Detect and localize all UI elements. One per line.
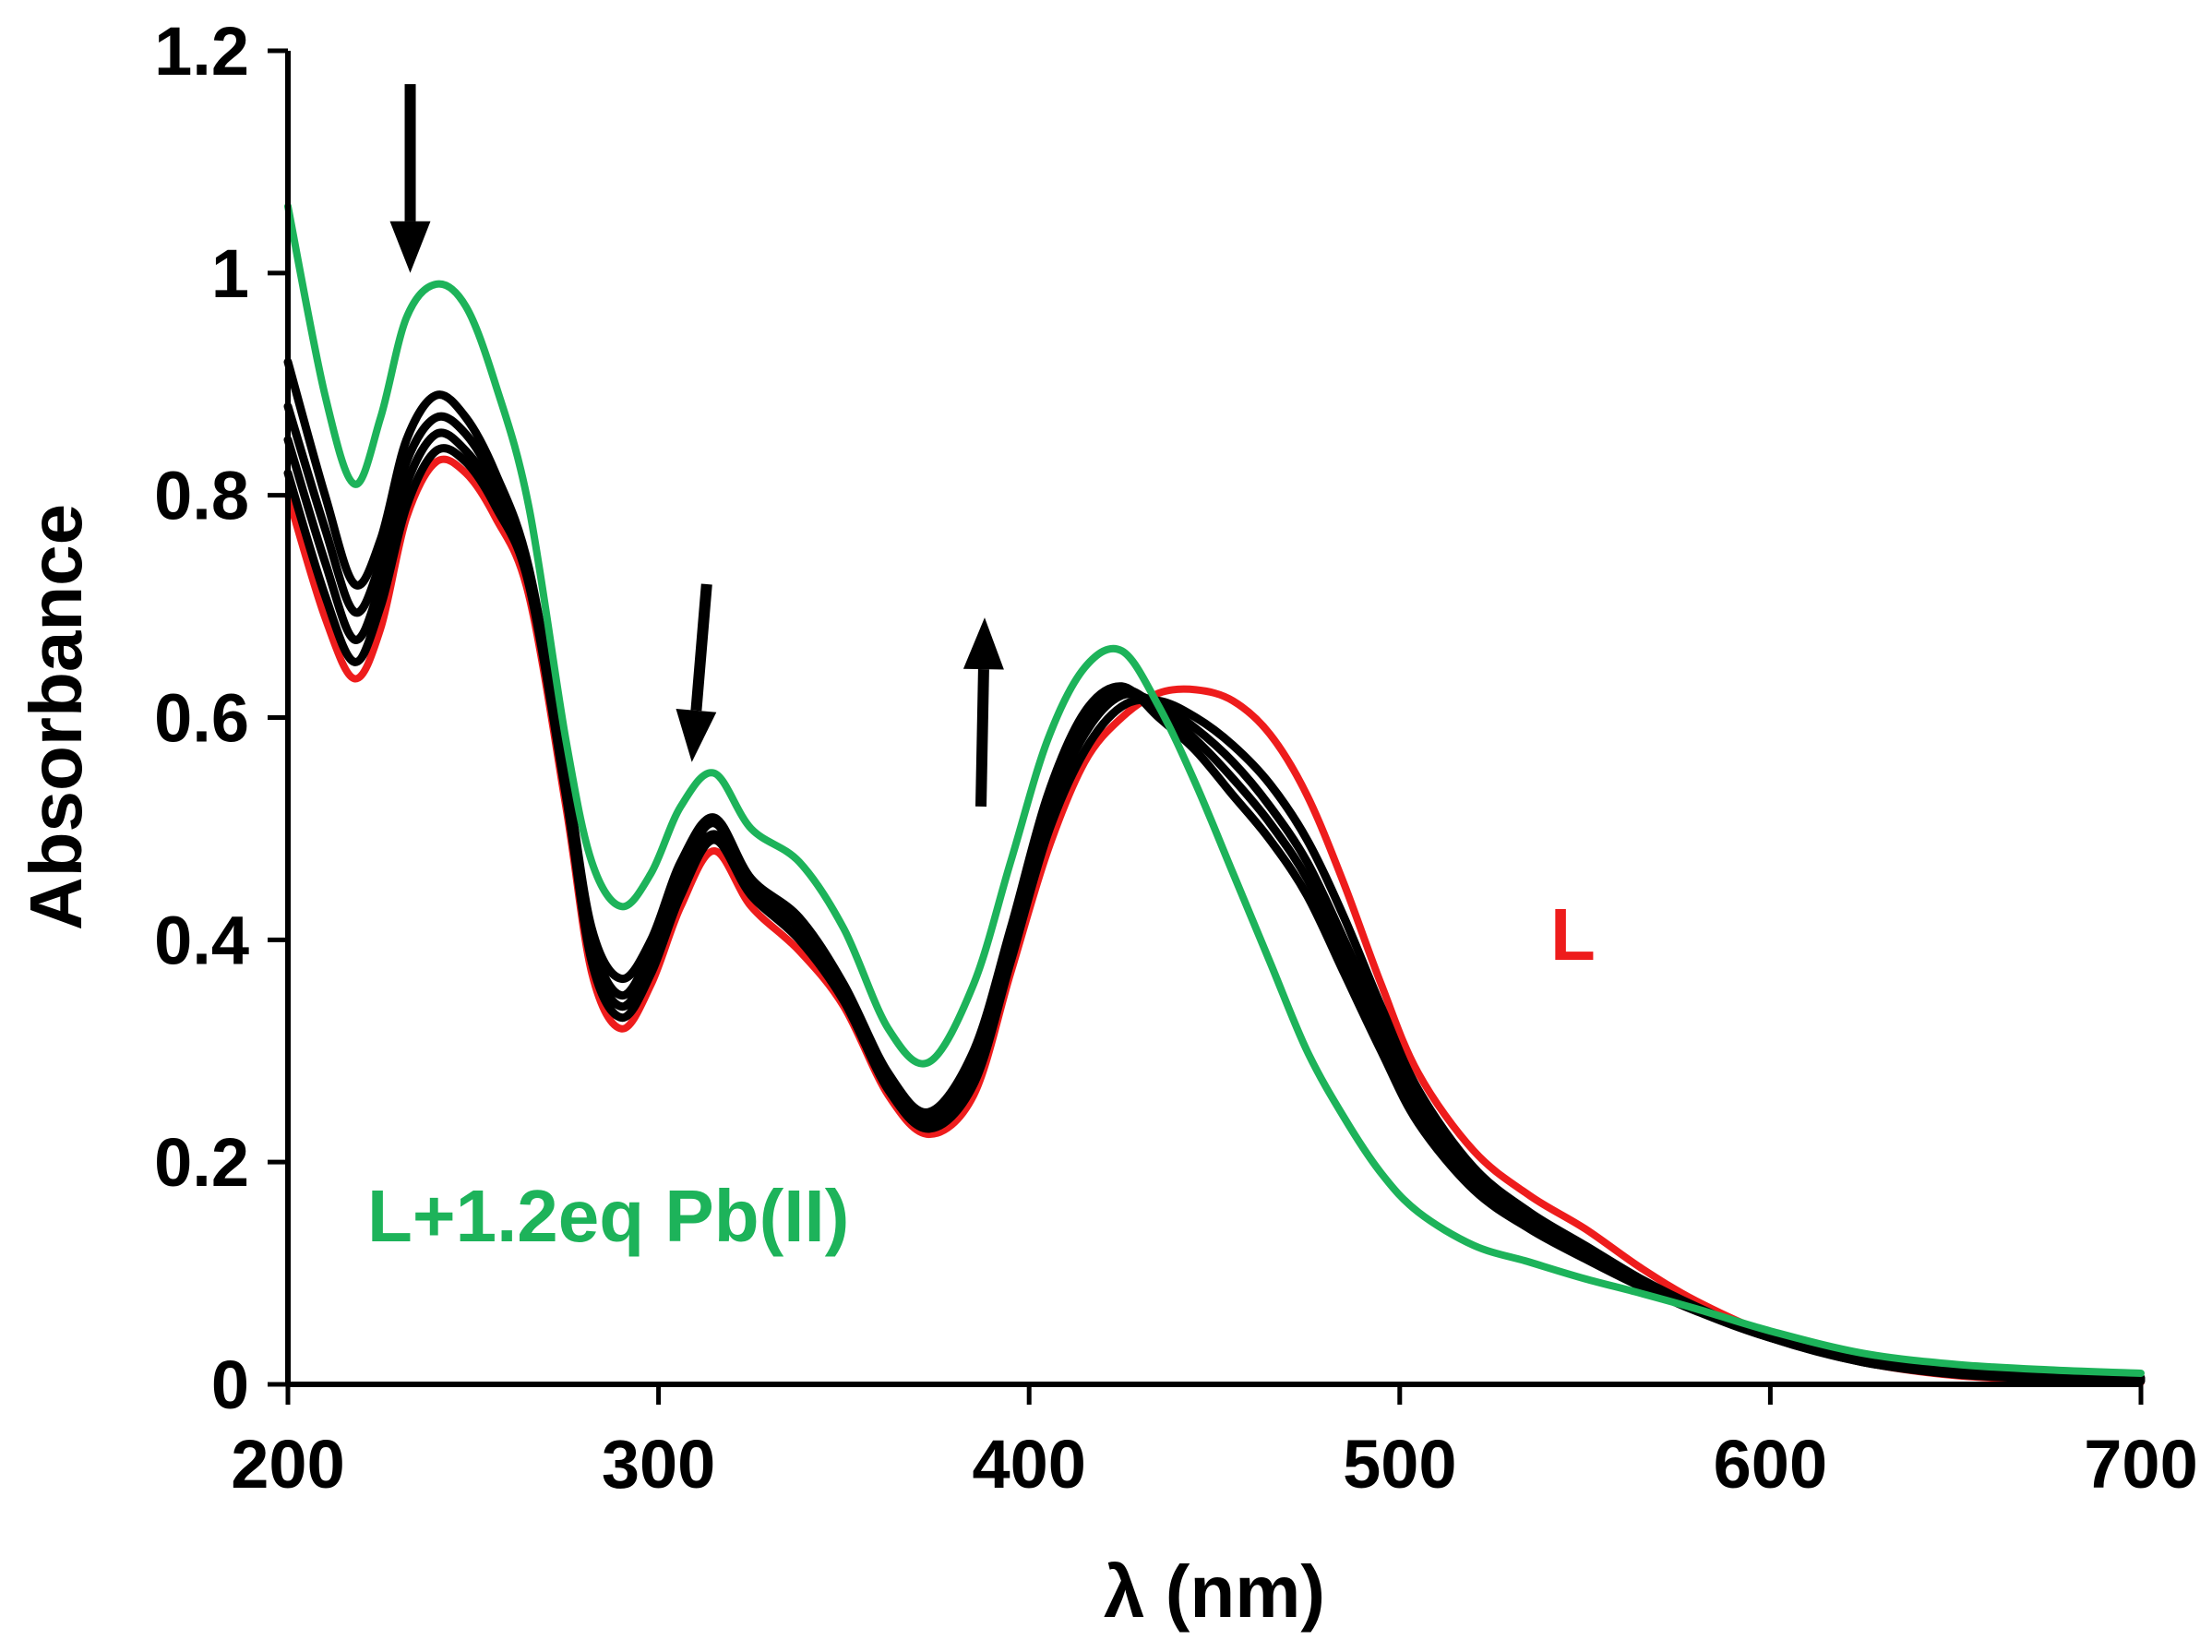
x-ticks: 200 300 400 500 600 700: [231, 1384, 2198, 1502]
x-tick-label: 500: [1343, 1426, 1456, 1502]
arrow-head: [963, 617, 1004, 670]
y-tick-label: 0.6: [154, 680, 249, 757]
series-line-titration-4: [283, 357, 2146, 1383]
y-tick-label: 0.4: [154, 902, 249, 978]
x-axis-title: λ (nm): [1104, 1550, 1325, 1633]
y-tick-label: 0: [211, 1347, 249, 1423]
y-tick-label: 0.2: [154, 1124, 249, 1201]
arrow-shaft: [974, 668, 989, 807]
x-tick-label: 300: [602, 1426, 715, 1502]
y-tick-label: 1.2: [154, 13, 249, 90]
x-tick-label: 700: [2084, 1426, 2197, 1502]
x-tick-label: 600: [1714, 1426, 1827, 1502]
arrow-head: [676, 709, 717, 762]
arrow-head: [389, 221, 431, 273]
x-tick-label: 200: [231, 1426, 344, 1502]
x-tick-label: 400: [972, 1426, 1085, 1502]
annotation-complex-label: L+1.2eq Pb(II): [367, 1175, 849, 1257]
y-tick-label: 0.8: [154, 458, 249, 534]
arrow-down-1: [389, 84, 431, 273]
y-tick-label: 1: [211, 235, 249, 312]
arrow-down-2: [676, 583, 717, 762]
y-ticks: 0 0.2 0.4 0.6 0.8 1 1.2: [154, 13, 288, 1423]
arrow-up-3: [963, 617, 1004, 807]
annotation-ligand-label: L: [1550, 893, 1596, 976]
series-layer: [283, 202, 2146, 1386]
arrow-shaft: [690, 583, 712, 712]
y-axis-title: Absorbance: [15, 504, 97, 930]
arrow-layer: [389, 84, 1004, 807]
series-line-l-1-2eq-pb-ii: [284, 202, 2145, 1377]
